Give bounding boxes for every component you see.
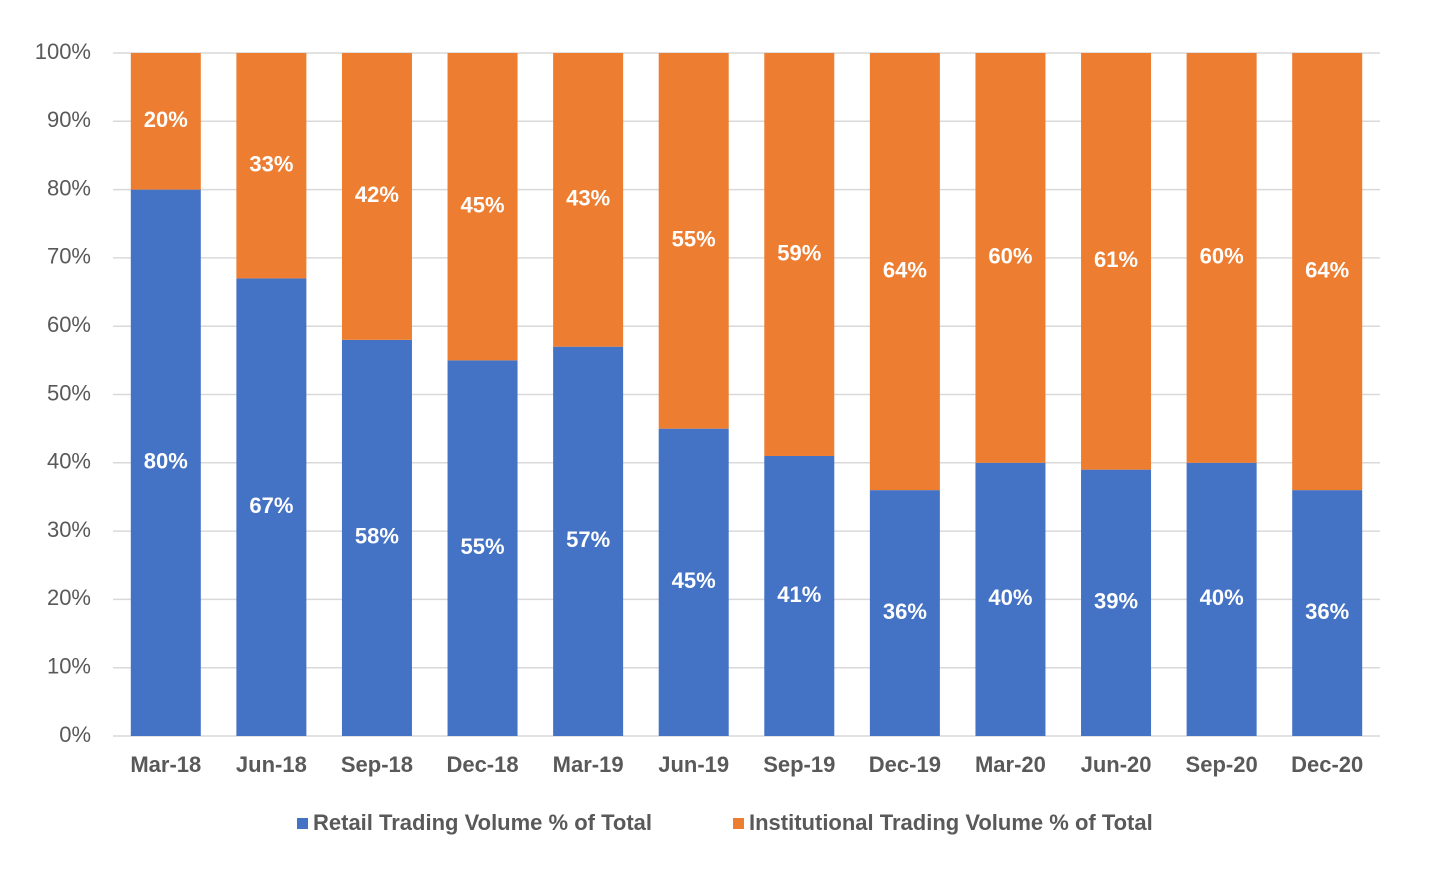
- bar-segment: [236, 53, 307, 279]
- data-label: 58%: [355, 524, 399, 549]
- legend-swatch: [733, 818, 744, 829]
- data-label: 41%: [777, 582, 821, 607]
- y-tick-label: 70%: [47, 244, 91, 269]
- x-tick-label: Jun-18: [236, 752, 307, 777]
- x-tick-label: Mar-20: [975, 752, 1046, 777]
- legend-label: Retail Trading Volume % of Total: [313, 810, 652, 835]
- y-tick-label: 0%: [59, 722, 91, 747]
- x-tick-label: Jun-19: [658, 752, 729, 777]
- bar-segment: [658, 53, 729, 429]
- data-label: 40%: [1200, 585, 1244, 610]
- legend-label: Institutional Trading Volume % of Total: [749, 810, 1153, 835]
- bar-segment: [447, 360, 518, 736]
- data-label: 20%: [144, 107, 188, 132]
- data-label: 55%: [672, 227, 716, 252]
- bar-segment: [975, 53, 1046, 463]
- bar-segment: [975, 462, 1046, 736]
- data-label: 60%: [988, 244, 1032, 269]
- data-label: 36%: [883, 599, 927, 624]
- data-label: 60%: [1200, 244, 1244, 269]
- bar-segment: [341, 339, 412, 736]
- bar-segment: [869, 490, 940, 736]
- data-label: 64%: [1305, 257, 1349, 282]
- bar-segment: [1186, 462, 1257, 736]
- y-tick-label: 20%: [47, 585, 91, 610]
- x-tick-label: Sep-19: [763, 752, 835, 777]
- data-label: 64%: [883, 257, 927, 282]
- legend-swatch: [297, 818, 308, 829]
- y-tick-label: 80%: [47, 175, 91, 200]
- data-label: 39%: [1094, 589, 1138, 614]
- bar-segment: [447, 53, 518, 361]
- bar-segment: [130, 189, 201, 737]
- data-label: 61%: [1094, 247, 1138, 272]
- y-tick-label: 90%: [47, 107, 91, 132]
- data-label: 40%: [988, 585, 1032, 610]
- bar-segment: [869, 53, 940, 491]
- bar-segment: [1292, 490, 1363, 736]
- bar-segment: [553, 53, 624, 347]
- x-tick-label: Sep-18: [341, 752, 413, 777]
- y-tick-label: 40%: [47, 449, 91, 474]
- bar-segment: [658, 428, 729, 736]
- data-label: 43%: [566, 186, 610, 211]
- y-tick-label: 100%: [35, 39, 91, 64]
- bar-segment: [1081, 469, 1152, 736]
- bar-segment: [130, 53, 201, 190]
- bar-segment: [1186, 53, 1257, 463]
- data-label: 45%: [672, 568, 716, 593]
- bar-segment: [1292, 53, 1363, 491]
- data-label: 59%: [777, 240, 821, 265]
- bar-segment: [764, 53, 835, 456]
- x-tick-label: Mar-18: [130, 752, 201, 777]
- x-tick-label: Dec-20: [1291, 752, 1363, 777]
- data-label: 36%: [1305, 599, 1349, 624]
- y-tick-label: 50%: [47, 380, 91, 405]
- x-tick-label: Mar-19: [553, 752, 624, 777]
- x-tick-label: Dec-19: [869, 752, 941, 777]
- data-label: 33%: [249, 152, 293, 177]
- y-tick-label: 30%: [47, 517, 91, 542]
- x-tick-label: Dec-18: [446, 752, 518, 777]
- data-label: 67%: [249, 493, 293, 518]
- data-label: 80%: [144, 449, 188, 474]
- x-tick-label: Sep-20: [1186, 752, 1258, 777]
- bar-segment: [1081, 53, 1152, 470]
- data-label: 57%: [566, 527, 610, 552]
- y-tick-label: 10%: [47, 654, 91, 679]
- bar-segment: [764, 455, 835, 736]
- data-label: 42%: [355, 182, 399, 207]
- y-tick-label: 60%: [47, 312, 91, 337]
- bar-segment: [236, 278, 307, 736]
- bar-segment: [341, 53, 412, 340]
- data-label: 55%: [461, 534, 505, 559]
- x-tick-label: Jun-20: [1081, 752, 1152, 777]
- bar-segment: [553, 346, 624, 736]
- data-label: 45%: [461, 192, 505, 217]
